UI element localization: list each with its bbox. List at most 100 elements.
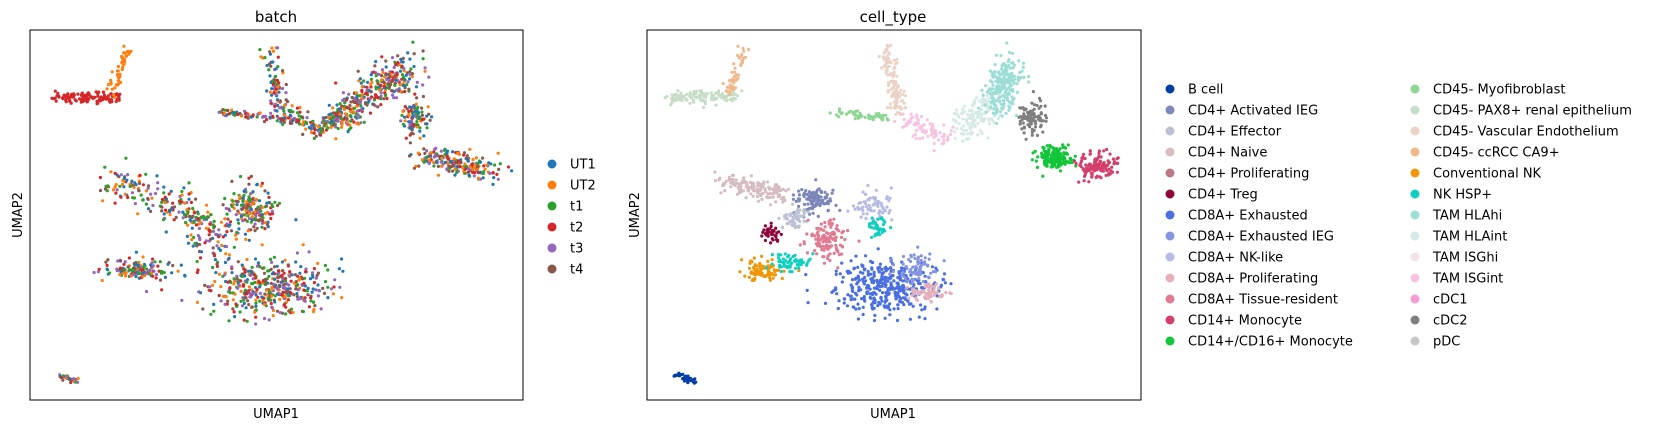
scatter-point bbox=[870, 216, 874, 220]
scatter-point bbox=[877, 270, 881, 274]
scatter-point bbox=[256, 205, 260, 209]
scatter-point bbox=[237, 283, 241, 287]
scatter-point bbox=[415, 113, 419, 117]
scatter-point bbox=[445, 167, 449, 171]
scatter-point bbox=[853, 117, 857, 121]
scatter-point bbox=[1024, 137, 1028, 141]
scatter-point bbox=[124, 271, 128, 275]
scatter-point bbox=[811, 211, 815, 215]
scatter-point bbox=[410, 126, 414, 130]
scatter-point bbox=[886, 292, 891, 296]
scatter-point bbox=[276, 203, 280, 208]
scatter-point bbox=[189, 200, 193, 204]
scatter-point bbox=[164, 230, 168, 234]
scatter-point bbox=[870, 235, 874, 239]
scatter-point bbox=[96, 94, 100, 98]
scatter-point bbox=[223, 260, 227, 265]
scatter-point bbox=[999, 67, 1004, 71]
scatter-point bbox=[301, 122, 305, 126]
scatter-point bbox=[254, 214, 258, 218]
scatter-point bbox=[885, 205, 889, 209]
scatter-point bbox=[780, 276, 784, 281]
scatter-point bbox=[245, 219, 249, 223]
scatter-point bbox=[874, 188, 879, 192]
scatter-point bbox=[268, 212, 272, 216]
scatter-point bbox=[252, 225, 256, 229]
scatter-point bbox=[869, 296, 873, 300]
scatter-point bbox=[761, 191, 765, 196]
scatter-point bbox=[719, 191, 723, 195]
scatter-point bbox=[184, 215, 188, 219]
scatter-point bbox=[298, 297, 303, 301]
scatter-point bbox=[1063, 146, 1068, 150]
scatter-point bbox=[922, 290, 926, 294]
scatter-point bbox=[381, 70, 385, 74]
scatter-point bbox=[245, 257, 249, 262]
scatter-point bbox=[883, 229, 887, 233]
scatter-point bbox=[768, 203, 773, 207]
scatter-point bbox=[93, 95, 97, 99]
scatter-point bbox=[390, 56, 395, 60]
scatter-point bbox=[276, 276, 280, 280]
scatter-point bbox=[408, 77, 412, 81]
scatter-point bbox=[886, 118, 890, 122]
scatter-point bbox=[319, 307, 323, 311]
scatter-point bbox=[827, 222, 831, 226]
scatter-point bbox=[1035, 165, 1039, 169]
scatter-point bbox=[308, 277, 313, 281]
scatter-point bbox=[187, 181, 191, 185]
scatter-point bbox=[216, 240, 220, 244]
scatter-point bbox=[61, 96, 65, 100]
scatter-point bbox=[132, 261, 136, 266]
scatter-point bbox=[969, 132, 973, 136]
scatter-point bbox=[866, 269, 870, 274]
scatter-point bbox=[727, 175, 731, 180]
scatter-point bbox=[447, 169, 451, 173]
scatter-point bbox=[895, 74, 899, 78]
scatter-point bbox=[230, 265, 234, 269]
scatter-point bbox=[735, 192, 740, 196]
scatter-point bbox=[984, 110, 989, 114]
scatter-point bbox=[416, 105, 420, 109]
scatter-point bbox=[137, 189, 141, 193]
scatter-point bbox=[733, 70, 737, 74]
scatter-point bbox=[698, 96, 703, 100]
legend-label: CD14+/CD16+ Monocyte bbox=[1188, 335, 1353, 350]
scatter-point bbox=[105, 267, 109, 271]
scatter-point bbox=[1035, 133, 1040, 137]
scatter-point bbox=[1004, 111, 1008, 115]
scatter-point bbox=[227, 253, 231, 257]
scatter-point bbox=[823, 220, 827, 225]
scatter-point bbox=[195, 300, 199, 304]
scatter-point bbox=[1006, 77, 1010, 81]
scatter-point bbox=[352, 100, 356, 104]
scatter-point bbox=[820, 248, 824, 252]
scatter-point bbox=[854, 254, 858, 258]
scatter-point bbox=[407, 113, 411, 118]
cell-type-y-axis-label: UMAP2 bbox=[628, 192, 643, 238]
scatter-point bbox=[456, 151, 460, 156]
legend-label: CD14+ Monocyte bbox=[1188, 314, 1302, 329]
scatter-point bbox=[295, 106, 300, 110]
scatter-point bbox=[194, 197, 198, 201]
scatter-point bbox=[319, 129, 323, 133]
legend-marker bbox=[1165, 315, 1175, 325]
scatter-point bbox=[271, 49, 276, 54]
scatter-point bbox=[776, 256, 781, 260]
scatter-point bbox=[868, 292, 872, 296]
scatter-point bbox=[968, 126, 972, 131]
scatter-point bbox=[1057, 158, 1061, 162]
scatter-point bbox=[151, 257, 155, 261]
scatter-point bbox=[151, 264, 155, 268]
scatter-point bbox=[224, 108, 228, 112]
scatter-point bbox=[382, 97, 386, 101]
scatter-point bbox=[1034, 159, 1038, 163]
scatter-point bbox=[721, 82, 725, 86]
scatter-point bbox=[261, 216, 265, 220]
scatter-point bbox=[686, 380, 690, 384]
scatter-point bbox=[1001, 93, 1005, 98]
scatter-point bbox=[407, 87, 411, 91]
scatter-point bbox=[796, 211, 800, 215]
scatter-point bbox=[723, 189, 727, 193]
scatter-point bbox=[307, 125, 311, 130]
